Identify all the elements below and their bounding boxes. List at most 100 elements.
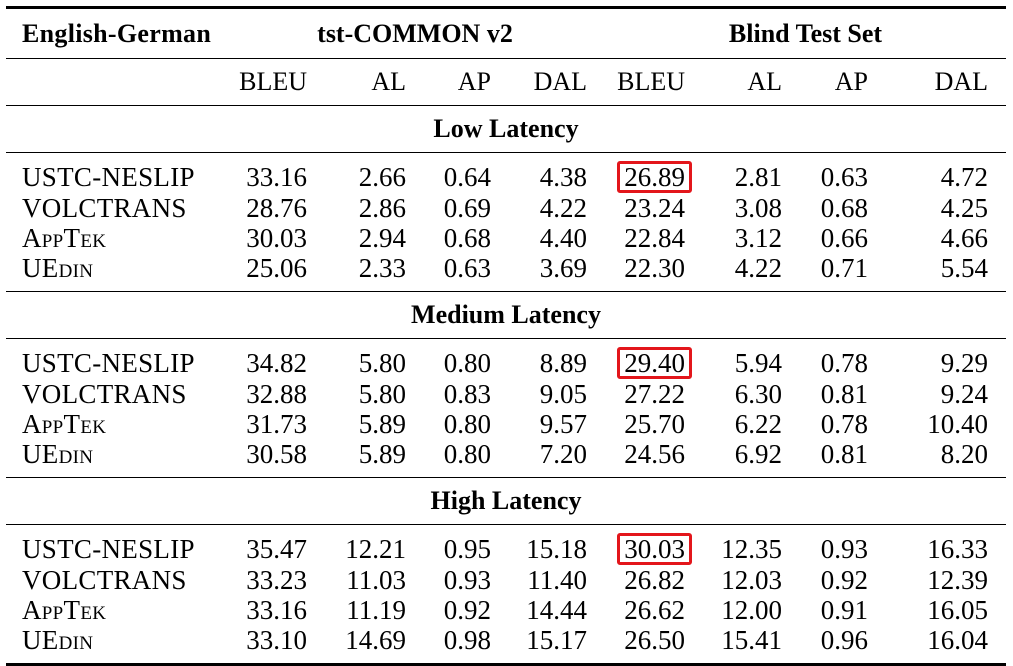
table-row: UEdin 33.10 14.69 0.98 15.17 26.50 15.41 0.96 16… — [6, 625, 1006, 666]
metric-value: 27.22 — [624, 379, 685, 409]
metric-value: 9.24 — [940, 379, 988, 409]
metric-value: 14.69 — [325, 625, 424, 666]
metric-value: 4.25 — [940, 193, 988, 223]
metric-value: 0.98 — [424, 625, 509, 666]
metric-value: 34.82 — [225, 338, 325, 379]
metric-value: 8.20 — [940, 439, 988, 469]
metric-value: 5.80 — [325, 338, 424, 379]
metric-value: 25.70 — [624, 409, 685, 439]
metric-value: 15.41 — [703, 625, 800, 666]
metric-value: 0.63 — [443, 253, 491, 283]
metric-value: 24.56 — [624, 439, 685, 469]
metric-value: 5.54 — [940, 253, 988, 283]
language-pair-header: English-German — [6, 6, 225, 59]
metric-value: 0.93 — [800, 524, 886, 565]
metric-header: AL — [703, 58, 800, 106]
metric-header-row: BLEU AL AP DAL BLEU AL AP DAL — [6, 58, 1006, 106]
metric-value: 4.22 — [734, 253, 782, 283]
table-row: UEdin 25.06 2.33 0.63 3.69 22.30 4.22 0.71 5.54 — [6, 253, 1006, 292]
metric-value: 6.92 — [734, 439, 782, 469]
table-row: USTC-NESLIP 35.47 12.21 0.95 15.18 30.03 12.35… — [6, 524, 1006, 565]
metric-value: 30.03 — [246, 223, 307, 253]
metric-header: DAL — [509, 58, 605, 106]
metric-value: 0.91 — [820, 595, 868, 625]
metric-value: 2.81 — [703, 152, 800, 193]
metric-value: 26.50 — [605, 625, 703, 666]
metric-header: AL — [325, 58, 424, 106]
metric-header: DAL — [886, 58, 1006, 106]
metric-value: 0.78 — [820, 409, 868, 439]
metric-value: 4.66 — [940, 223, 988, 253]
table-row: AppTek 30.03 2.94 0.68 4.40 22.84 3.12 0.66 4.66 — [6, 223, 1006, 253]
metric-value: 0.80 — [443, 409, 491, 439]
metric-value: 12.21 — [325, 524, 424, 565]
system-name: AppTek — [22, 223, 107, 253]
table-row: AppTek 31.73 5.89 0.80 9.57 25.70 6.22 0.78 10.4… — [6, 409, 1006, 439]
section-header-row: Low Latency — [6, 105, 1006, 153]
system-name: VOLCTRANS — [22, 565, 187, 595]
metric-value: 29.40 — [605, 338, 703, 379]
metric-value: 3.69 — [539, 253, 587, 283]
metric-value: 0.93 — [443, 565, 491, 595]
metric-value: 4.22 — [539, 193, 587, 223]
metric-value: 0.69 — [443, 193, 491, 223]
metric-value: 33.16 — [225, 152, 325, 193]
metric-header: BLEU — [225, 58, 325, 106]
metric-value: 0.68 — [820, 193, 868, 223]
metric-value: 23.24 — [624, 193, 685, 223]
system-name: VOLCTRANS — [22, 193, 187, 223]
table-row: VOLCTRANS 28.76 2.86 0.69 4.22 23.24 3.08 0.68 4… — [6, 193, 1006, 223]
highlighted-value: 26.89 — [617, 161, 692, 193]
metric-value: 0.83 — [443, 379, 491, 409]
system-name: USTC-NESLIP — [6, 338, 225, 379]
metric-header: BLEU — [605, 58, 703, 106]
metric-value: 4.72 — [886, 152, 1006, 193]
metric-header: AP — [424, 58, 509, 106]
metric-value: 0.68 — [443, 223, 491, 253]
metric-value: 0.96 — [800, 625, 886, 666]
tst-common-header: tst-COMMON v2 — [225, 6, 605, 59]
metric-value: 9.05 — [539, 379, 587, 409]
section-header-row: Medium Latency — [6, 291, 1006, 339]
metric-value: 0.80 — [443, 439, 491, 469]
metric-value: 11.19 — [346, 595, 406, 625]
metric-value: 30.03 — [605, 524, 703, 565]
highlighted-value: 29.40 — [617, 347, 692, 379]
blind-test-header: Blind Test Set — [605, 6, 1006, 59]
metric-value: 0.80 — [424, 338, 509, 379]
metric-value: 31.73 — [246, 409, 307, 439]
metric-value: 6.30 — [734, 379, 782, 409]
table-row: VOLCTRANS 32.88 5.80 0.83 9.05 27.22 6.30 0.81 9… — [6, 379, 1006, 409]
metric-value: 5.89 — [358, 409, 406, 439]
metric-value: 2.33 — [358, 253, 406, 283]
metric-value: 0.64 — [424, 152, 509, 193]
table-row: USTC-NESLIP 33.16 2.66 0.64 4.38 26.89 2.81 0.6… — [6, 152, 1006, 193]
metric-value: 5.89 — [358, 439, 406, 469]
metric-value: 28.76 — [246, 193, 307, 223]
section-header-row: High Latency — [6, 477, 1006, 525]
metric-value: 2.86 — [358, 193, 406, 223]
section-title: Medium Latency — [6, 291, 1006, 339]
metric-value: 35.47 — [225, 524, 325, 565]
table-row: USTC-NESLIP 34.82 5.80 0.80 8.89 29.40 5.94 0.7… — [6, 338, 1006, 379]
metric-value: 0.71 — [820, 253, 868, 283]
metric-value: 4.40 — [539, 223, 587, 253]
metric-value: 22.30 — [624, 253, 685, 283]
metric-header: AP — [800, 58, 886, 106]
metric-value: 3.12 — [734, 223, 782, 253]
metric-value: 0.81 — [820, 439, 868, 469]
metric-value: 22.84 — [624, 223, 685, 253]
metric-value: 12.03 — [721, 565, 782, 595]
metric-value: 3.08 — [734, 193, 782, 223]
metric-value: 11.03 — [346, 565, 406, 595]
metric-value: 5.80 — [358, 379, 406, 409]
metric-value: 16.04 — [886, 625, 1006, 666]
metric-value: 5.94 — [703, 338, 800, 379]
header-row: English-German tst-COMMON v2 Blind Test … — [6, 6, 1006, 59]
metric-value: 30.58 — [246, 439, 307, 469]
metric-value: 0.81 — [820, 379, 868, 409]
highlighted-value: 30.03 — [617, 533, 692, 565]
system-name: AppTek — [22, 409, 107, 439]
system-name: USTC-NESLIP — [6, 152, 225, 193]
metric-value: 25.06 — [246, 253, 307, 283]
